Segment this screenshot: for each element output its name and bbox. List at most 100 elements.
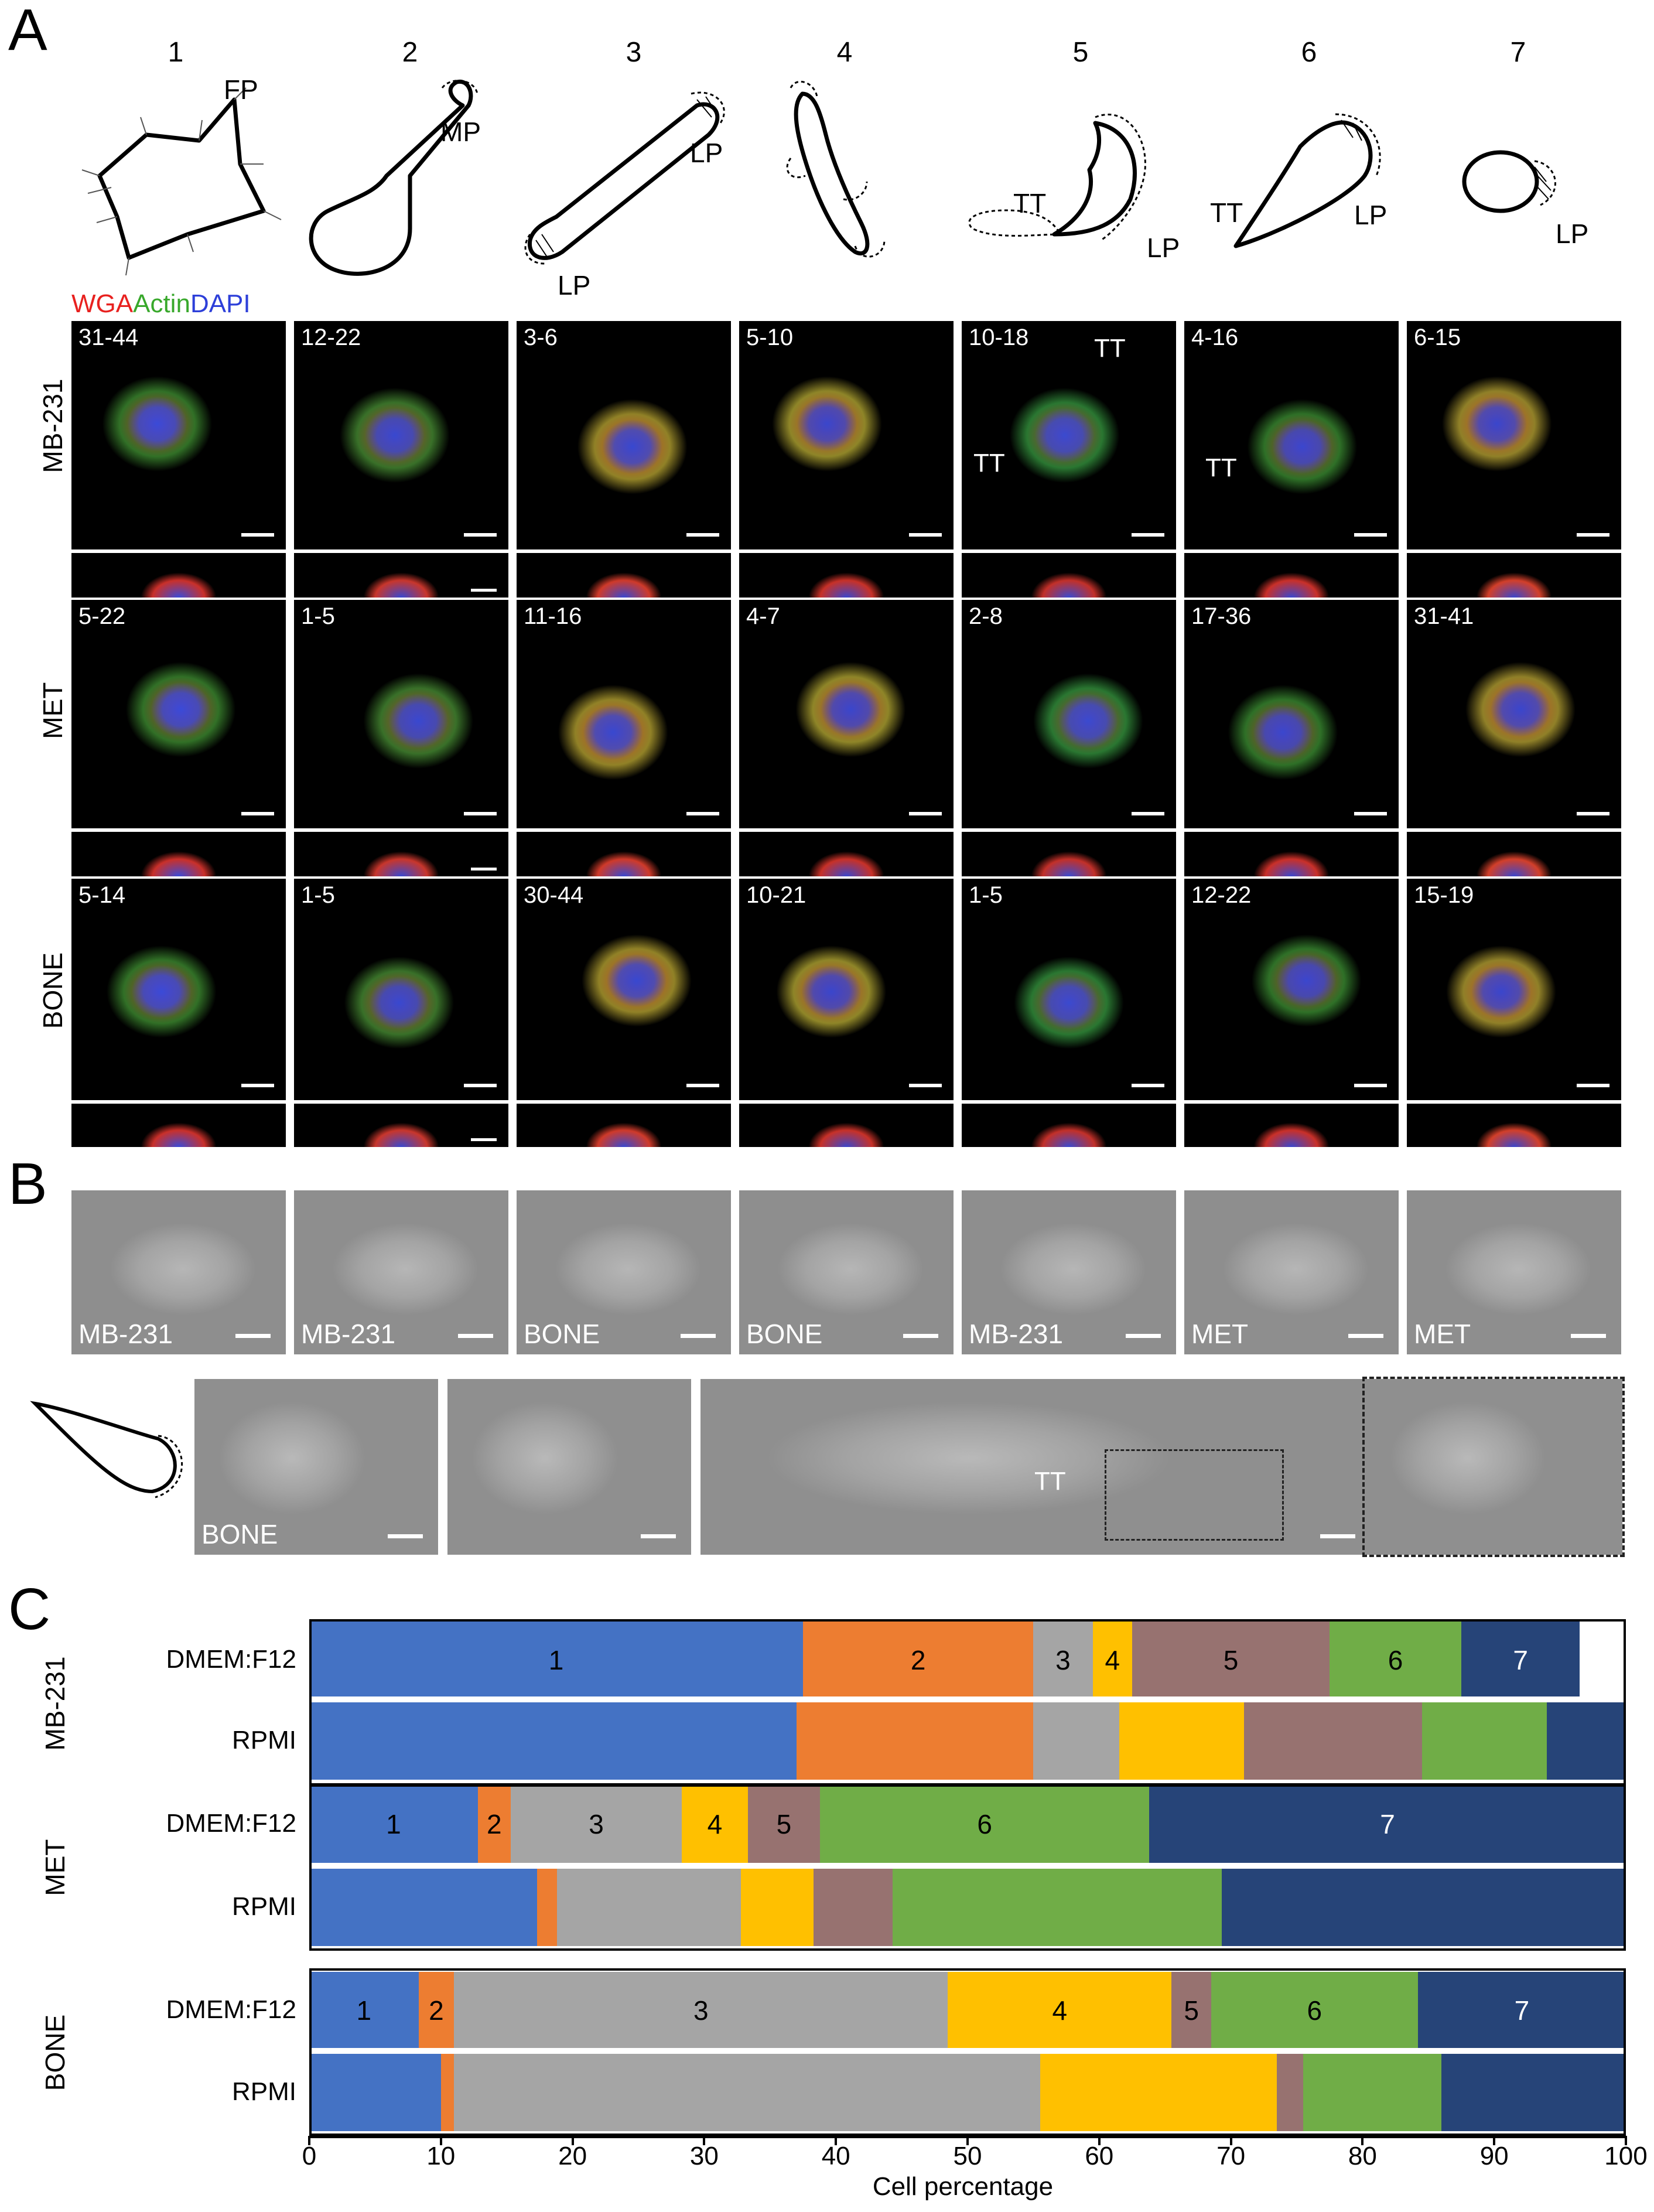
tile-count-range: 1-5 [969,882,1003,908]
bar-segment: 2 [418,1972,454,2049]
stain-dapi: DAPI [190,289,251,318]
tile-count-range: 12-22 [301,325,361,350]
x-tick [571,2136,574,2145]
bar-segment: 6 [1330,1622,1461,1699]
sem-sample-label: BONE [746,1319,823,1349]
tile-count-range: 4-7 [746,603,780,629]
scale-bar [471,868,497,871]
x-tick [1493,2136,1496,2145]
x-axis-title: Cell percentage [872,2172,1054,2201]
sem-tile: MB-231 [294,1190,508,1354]
col-num-4: 4 [836,37,853,68]
tile-count-range: 5-14 [78,882,126,908]
segment-label: 1 [356,1995,372,2026]
x-tick-label: 90 [1479,2142,1509,2170]
fluorescence-tile: 10-18 [962,321,1176,549]
sketch-label-lp-3b: LP [558,270,591,301]
sem-sample-label: MB-231 [969,1319,1064,1349]
scale-bar [903,1334,938,1338]
bar-segment: 3 [510,1786,682,1863]
bar-segment: 3 [454,1972,948,2049]
sketch-cell-4 [794,91,870,255]
side-view-strip [1184,553,1399,598]
scale-bar [909,1084,942,1087]
x-tick-label: 40 [821,2142,850,2170]
sem-sample-label: MET [1191,1319,1249,1349]
sem-tile: MET [1184,1190,1399,1354]
panel-letter-c: C [8,1576,51,1642]
tile-count-range: 5-22 [78,603,126,629]
fluorescence-tile: 12-22 [1184,879,1399,1100]
tile-count-range: 6-15 [1414,325,1461,350]
bar-medium-label: DMEM:F12 [166,1645,296,1674]
scale-bar [241,812,274,815]
side-view-strip [739,832,954,876]
row-label-met: MET [37,682,68,739]
tile-count-range: 1-5 [301,882,335,908]
tt-label-a1: TT [1094,334,1126,363]
tt-label-a3: TT [1205,453,1237,482]
scale-bar [1577,1084,1609,1087]
bar-segment [454,2054,1040,2131]
bar-segment: 4 [1092,1622,1132,1699]
sem-sample-label: MB-231 [301,1319,396,1349]
x-tick [1229,2136,1232,2145]
sketch-cell-3 [528,102,720,260]
side-view-strip [517,1104,731,1147]
x-tick-label: 50 [953,2142,982,2170]
bar-segment: 6 [1211,1972,1418,2049]
tt-label-a2: TT [973,449,1005,477]
bar-medium-label: RPMI [232,1892,296,1921]
x-tick [308,2136,310,2145]
sem-sample-label: MET [1414,1319,1471,1349]
scale-bar [458,1334,493,1338]
bar-segment [741,1869,814,1946]
sem-tile: BONE [517,1190,731,1354]
side-view-strip [294,1104,508,1147]
bar-segment [1244,1702,1422,1780]
bar-segment: 1 [309,1622,803,1699]
fluorescence-tile: 1-5 [294,879,508,1100]
fluorescence-tile: 4-16 [1184,321,1399,549]
scale-bar [464,1084,497,1087]
fluorescence-tile: 6-15 [1407,321,1621,549]
sketch-cell-2 [309,79,473,276]
bar-segment: 2 [803,1622,1034,1699]
fluorescence-tile: 31-41 [1407,600,1621,828]
x-tick-label: 70 [1216,2142,1246,2170]
sem-tile: BONE [194,1379,438,1555]
segment-label: 7 [1380,1809,1395,1839]
segment-label: 6 [977,1809,993,1839]
tt-label-b: TT [1034,1467,1066,1496]
fluorescence-tile: 11-16 [517,600,731,828]
segment-label: 4 [1105,1645,1120,1675]
bar-segment: 6 [820,1786,1150,1863]
scale-bar [471,1138,497,1141]
scale-bar [1126,1334,1161,1338]
scale-bar [1571,1334,1606,1338]
fluorescence-tile: 4-7 [739,600,954,828]
scale-bar [464,533,497,537]
scale-bar [686,533,719,537]
side-view-strip [962,1104,1176,1147]
segment-label: 6 [1388,1645,1403,1675]
bar-segment: 3 [1033,1622,1093,1699]
x-tick [1098,2136,1101,2145]
segment-label: 4 [707,1809,723,1839]
side-view-strip [739,553,954,598]
bar-segment: 5 [747,1786,821,1863]
bar-segment [1441,2054,1626,2131]
side-view-strip [71,553,286,598]
tile-count-range: 4-16 [1191,325,1239,350]
scale-bar [241,533,274,537]
scale-bar [241,1084,274,1087]
side-view-strip [1407,832,1621,876]
sem-sample-label: BONE [201,1519,278,1549]
bar-segment [796,1702,1034,1780]
x-tick [1625,2136,1627,2145]
scale-bar [686,812,719,815]
sketch-cell-6 [1233,120,1373,248]
side-view-strip [1407,553,1621,598]
stain-legend: WGAActinDAPI [71,289,251,319]
sem-tile: TT [700,1379,1371,1555]
